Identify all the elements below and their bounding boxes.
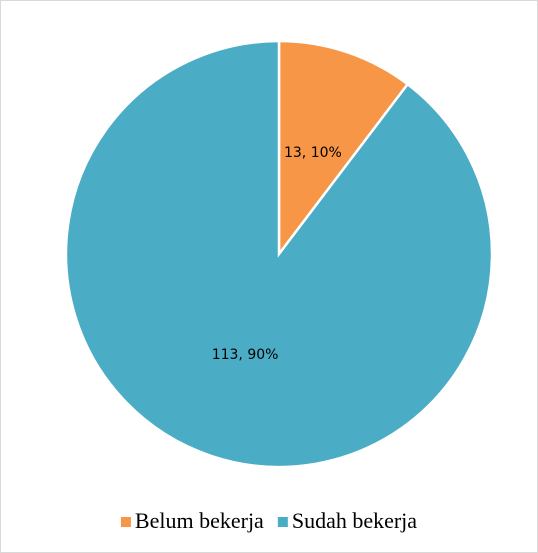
legend-label: Sudah bekerja	[292, 508, 417, 533]
legend-swatch	[277, 517, 288, 527]
pie-slice	[64, 39, 494, 469]
legend-label: Belum bekerja	[135, 508, 264, 533]
data-label: 13, 10%	[284, 145, 342, 161]
legend-swatch	[120, 517, 131, 527]
pie-slice	[277, 39, 410, 258]
data-label: 113, 90%	[212, 347, 279, 363]
